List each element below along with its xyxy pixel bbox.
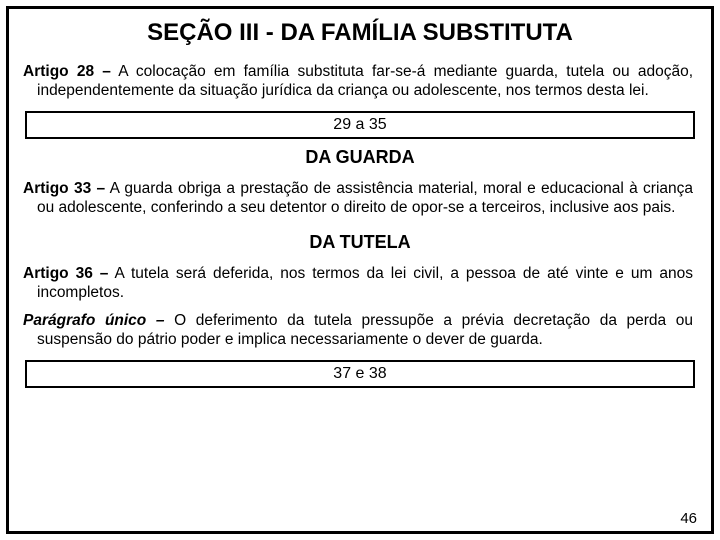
article-33-text: A guarda obriga a prestação de assistênc… — [37, 180, 693, 216]
heading-tutela: DA TUTELA — [23, 232, 697, 253]
heading-guarda: DA GUARDA — [23, 147, 697, 168]
article-28-text: A colocação em família substituta far-se… — [37, 63, 693, 99]
article-36: Artigo 36 – A tutela será deferida, nos … — [23, 265, 697, 303]
section-title: SEÇÃO III - DA FAMÍLIA SUBSTITUTA — [23, 19, 697, 47]
article-28: Artigo 28 – A colocação em família subst… — [23, 63, 697, 101]
range-box-1: 29 a 35 — [25, 111, 695, 139]
article-36-label: Artigo 36 – — [23, 265, 108, 282]
article-36-text: A tutela será deferida, nos termos da le… — [37, 265, 693, 301]
range-box-2: 37 e 38 — [25, 360, 695, 388]
article-33: Artigo 33 – A guarda obriga a prestação … — [23, 180, 697, 218]
paragrafo-unico: Parágrafo único – O deferimento da tutel… — [23, 312, 697, 350]
paragrafo-unico-label: Parágrafo único – — [23, 312, 164, 329]
slide-frame: SEÇÃO III - DA FAMÍLIA SUBSTITUTA Artigo… — [6, 6, 714, 534]
article-28-label: Artigo 28 – — [23, 63, 111, 80]
page-number: 46 — [680, 510, 697, 527]
article-33-label: Artigo 33 – — [23, 180, 105, 197]
